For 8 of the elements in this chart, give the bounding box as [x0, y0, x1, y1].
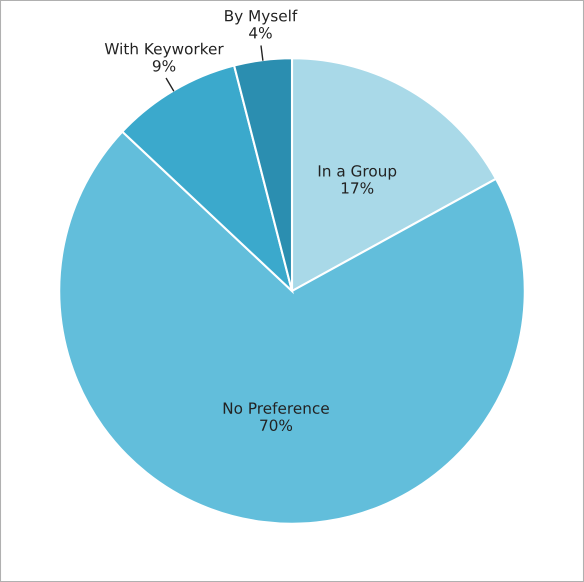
data-label: 70% [260, 419, 292, 432]
slice-label: By Myself [225, 10, 298, 24]
slice-label: No Preference [224, 402, 329, 414]
slice-label: In a Group [318, 165, 396, 180]
data-label: 4% [249, 27, 272, 39]
slice-label: With Keyworker [104, 42, 224, 58]
data-label: 17% [342, 182, 374, 194]
data-label: 9% [152, 60, 176, 72]
